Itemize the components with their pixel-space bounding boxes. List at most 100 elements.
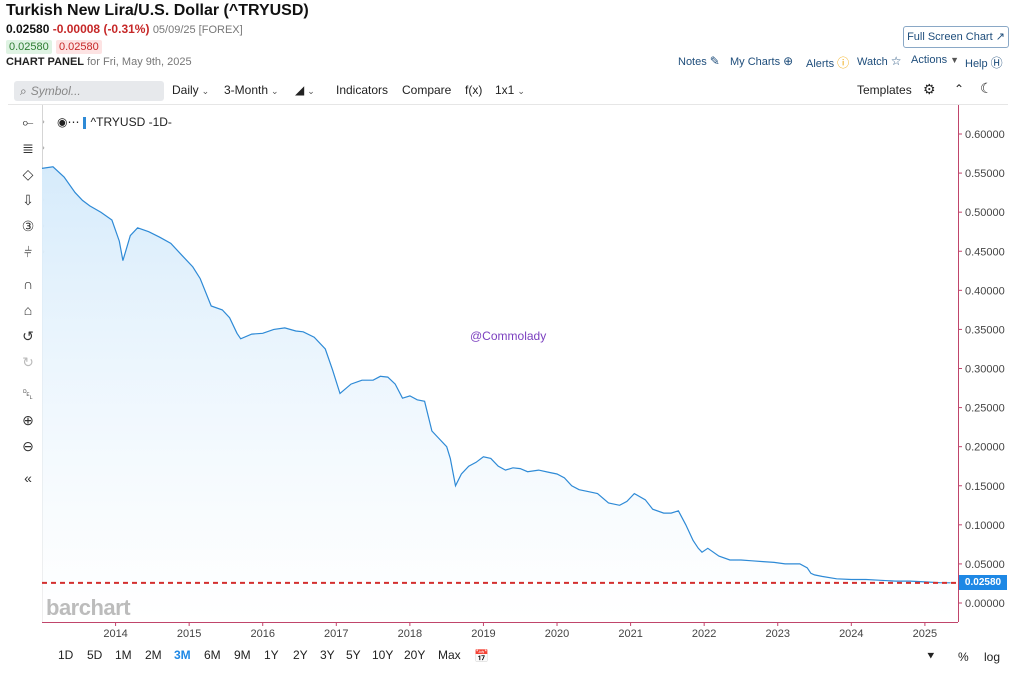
- full-screen-chart-button[interactable]: Full Screen Chart ↗: [903, 26, 1009, 48]
- x-tick-label: 2024: [839, 628, 863, 640]
- collapse-toolbar-icon[interactable]: «: [24, 470, 32, 486]
- help-link[interactable]: Help Ⓗ: [965, 54, 1003, 71]
- indicators-button[interactable]: Indicators: [336, 83, 389, 97]
- series-color-swatch: [83, 116, 87, 129]
- plus-circle-icon: ⊕: [783, 54, 794, 68]
- chart-panel-label: CHART PANEL for Fri, May 9th, 2025: [6, 56, 192, 68]
- range-button-20y[interactable]: 20Y: [404, 648, 426, 662]
- eye-icon[interactable]: ◉⋯: [57, 115, 80, 129]
- y-tick-label: 0.15000: [965, 481, 1005, 493]
- range-button-3m[interactable]: 3M: [174, 648, 191, 662]
- area-chart-icon: ◢: [295, 83, 305, 97]
- notes-label: Notes: [678, 56, 707, 68]
- range-button-6m[interactable]: 6M: [204, 648, 221, 662]
- external-arrow-icon: ↗: [995, 31, 1005, 43]
- x-tick-label: 2019: [471, 628, 495, 640]
- price-line: [41, 166, 951, 584]
- y-tick-label: 0.45000: [965, 246, 1005, 258]
- range-button-3y[interactable]: 3Y: [320, 648, 335, 662]
- x-tick-label: 2015: [177, 628, 201, 640]
- layout-dropdown[interactable]: 1x1 ⌄: [495, 83, 525, 97]
- double-chevron-down-icon[interactable]: ⯆: [926, 649, 936, 663]
- chart-type-dropdown[interactable]: ◢ ⌄: [295, 83, 315, 97]
- range-button-5y[interactable]: 5Y: [346, 648, 361, 662]
- symbol-placeholder: Symbol...: [30, 84, 81, 98]
- range-button-10y[interactable]: 10Y: [372, 648, 394, 662]
- range-button-5d[interactable]: 5D: [87, 648, 103, 662]
- compare-button[interactable]: Compare: [402, 83, 452, 97]
- period-dropdown[interactable]: 3-Month ⌄: [224, 83, 279, 97]
- page-title: Turkish New Lira/U.S. Dollar (^TRYUSD): [6, 2, 309, 19]
- unlock-icon[interactable]: ⌂: [23, 302, 33, 318]
- undo-icon[interactable]: ↺: [22, 328, 34, 344]
- collapse-icon[interactable]: ⌃: [954, 82, 965, 96]
- x-tick-label: 2022: [692, 628, 716, 640]
- help-icon: Ⓗ: [990, 56, 1003, 70]
- interval-dropdown[interactable]: Daily ⌄: [172, 83, 209, 97]
- caret-down-icon: ▼: [950, 55, 959, 65]
- actions-menu[interactable]: Actions ▼: [911, 54, 959, 66]
- log-scale-button[interactable]: log: [984, 650, 1001, 664]
- watch-link[interactable]: Watch ☆: [857, 54, 902, 68]
- x-tick-label: 2021: [618, 628, 642, 640]
- help-label: Help: [965, 58, 988, 70]
- price-change: -0.00008 (-0.31%): [52, 22, 150, 36]
- area-fill: [42, 166, 951, 623]
- chart-toolbar: ⌕ Symbol... Daily ⌄ 3-Month ⌄ ◢ ⌄ Indicators…: [8, 79, 1008, 105]
- interval-label: Daily: [172, 83, 199, 97]
- chevron-down-icon: ⌄: [201, 86, 210, 96]
- symbol-search-input[interactable]: ⌕ Symbol...: [14, 81, 164, 101]
- zoom-in-icon[interactable]: ⊕: [22, 412, 34, 428]
- redo-icon[interactable]: ↻: [22, 354, 34, 370]
- range-button-9m[interactable]: 9M: [234, 648, 251, 662]
- full-screen-label: Full Screen Chart: [907, 31, 993, 43]
- chart-legend: ◉⋯ ^TRYUSD -1D-: [57, 115, 172, 129]
- quote-date: 05/09/25 [FOREX]: [152, 24, 243, 36]
- notes-link[interactable]: Notes ✎: [678, 54, 720, 68]
- x-tick-label: 2023: [766, 628, 790, 640]
- settings-gear-icon[interactable]: ⚙: [923, 81, 936, 97]
- chevron-down-icon: ⌄: [307, 86, 315, 96]
- x-tick-label: 2020: [545, 628, 569, 640]
- ask-badge: 0.02580: [56, 40, 102, 54]
- x-tick-label: 2014: [103, 628, 127, 640]
- trash-icon[interactable]: ␡: [22, 386, 34, 402]
- y-tick-label: 0.05000: [965, 559, 1005, 571]
- percent-scale-button[interactable]: %: [958, 650, 969, 664]
- chevron-down-icon: ⌄: [271, 86, 279, 96]
- range-button-2y[interactable]: 2Y: [293, 648, 308, 662]
- range-button-2m[interactable]: 2M: [145, 648, 162, 662]
- actions-label: Actions: [911, 54, 948, 66]
- y-tick-label: 0.30000: [965, 364, 1005, 376]
- author-annotation: @Commolady: [470, 329, 547, 343]
- zoom-out-icon[interactable]: ⊖: [22, 438, 34, 454]
- function-button[interactable]: f(x): [465, 83, 483, 97]
- y-tick-label: 0.60000: [965, 129, 1005, 141]
- range-button-1y[interactable]: 1Y: [264, 648, 279, 662]
- dark-mode-moon-icon[interactable]: ☾: [980, 80, 993, 96]
- fib-tool-icon[interactable]: ≣ ›: [22, 140, 45, 156]
- edit-note-icon: ✎: [709, 54, 720, 68]
- my-charts-link[interactable]: My Charts ⊕: [730, 54, 793, 68]
- price-axis-line: [958, 105, 959, 622]
- barchart-logo: barchart: [46, 595, 131, 620]
- line-tool-icon[interactable]: ⟜ ›: [22, 114, 45, 130]
- magnet-icon[interactable]: ∩: [22, 276, 34, 292]
- templates-button[interactable]: Templates: [857, 83, 912, 97]
- quote-line: 0.02580 -0.00008 (-0.31%) 05/09/25 [FORE…: [6, 22, 243, 36]
- x-tick-label: 2025: [913, 628, 937, 640]
- layout-label: 1x1: [495, 83, 515, 97]
- calendar-icon[interactable]: 📅: [474, 649, 489, 663]
- alerts-link[interactable]: Alerts ⓘ: [806, 54, 849, 71]
- search-icon: ⌕: [20, 84, 27, 98]
- y-tick-label: 0.50000: [965, 207, 1005, 219]
- range-button-1m[interactable]: 1M: [115, 648, 132, 662]
- my-charts-label: My Charts: [730, 56, 781, 68]
- range-button-max[interactable]: Max: [438, 648, 461, 662]
- range-button-1d[interactable]: 1D: [58, 648, 74, 662]
- date-axis-line: [42, 622, 958, 623]
- legend-symbol: ^TRYUSD: [90, 115, 146, 129]
- range-selector: 1D 5D 1M 2M 3M 6M 9M 1Y 2Y 3Y 5Y 10Y 20Y Max: [56, 648, 1016, 666]
- legend-interval: -1D-: [148, 115, 172, 129]
